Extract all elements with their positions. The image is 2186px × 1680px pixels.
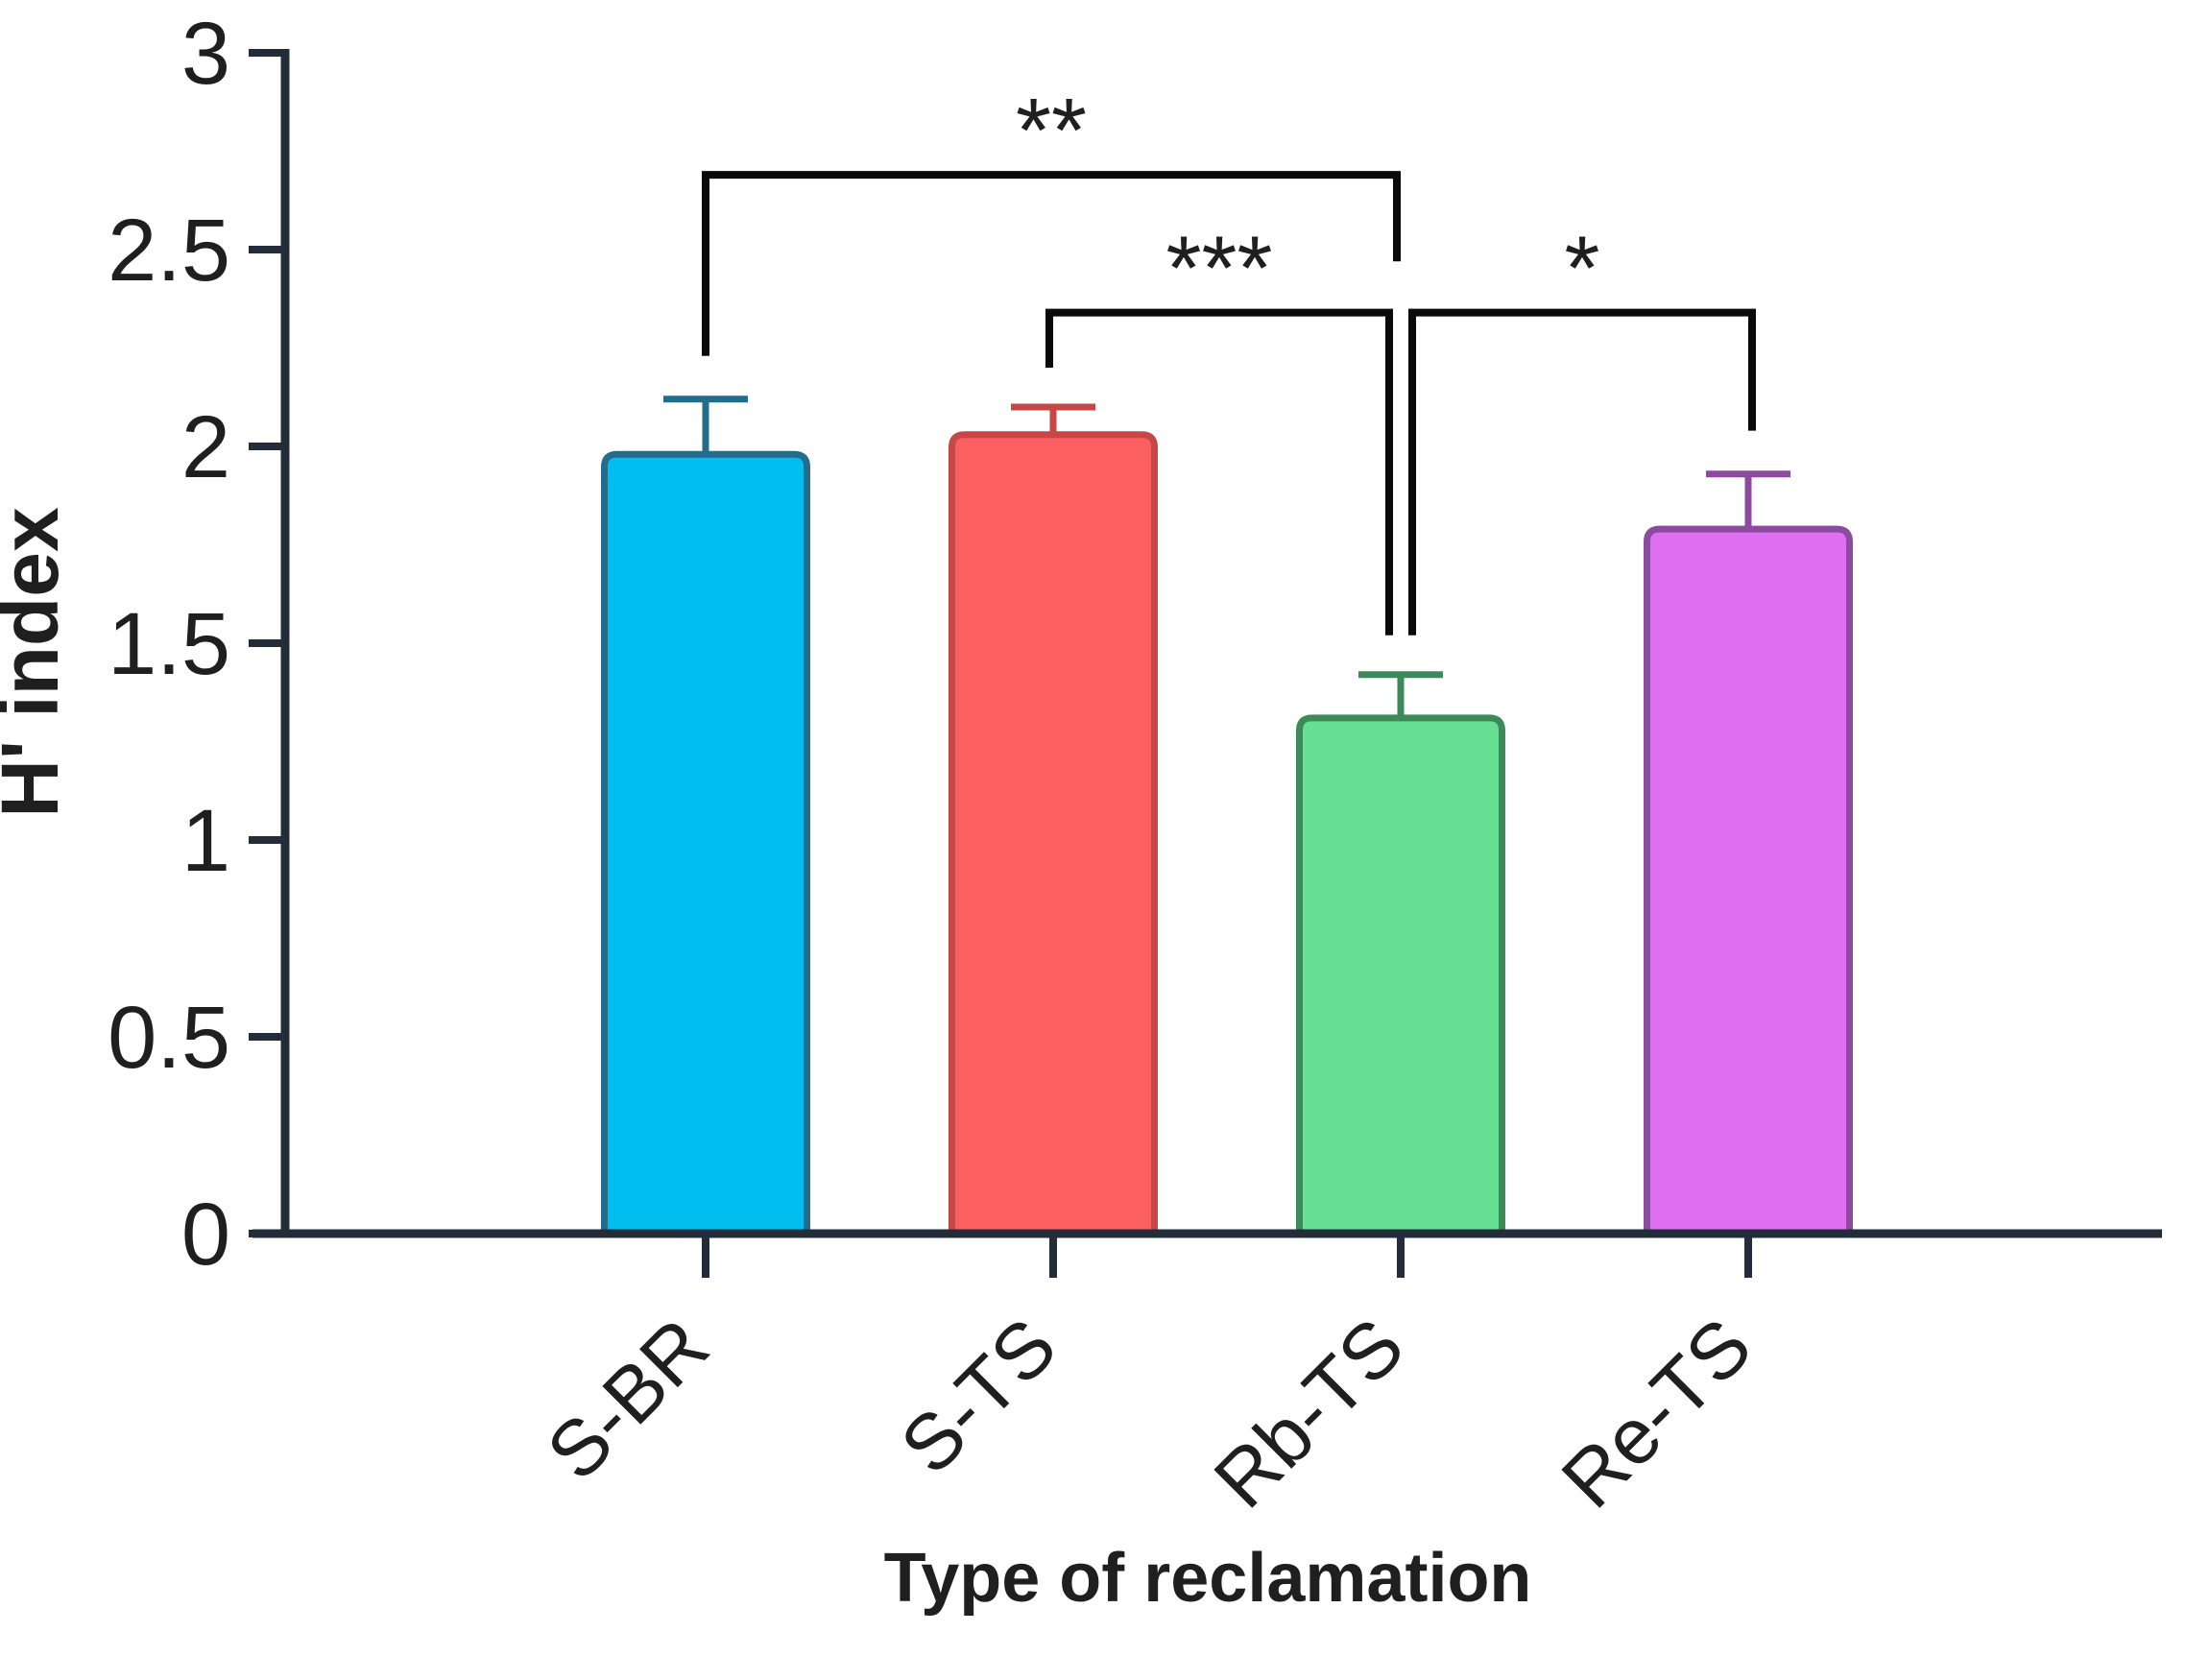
y-tick-label-1.5: 1.5 xyxy=(108,595,230,693)
y-tick-label-0.5: 0.5 xyxy=(108,989,230,1087)
bars-layer xyxy=(601,396,1853,1237)
significance-bracket-1 xyxy=(702,171,1401,356)
x-tick-label-Re-TS: Re-TS xyxy=(1546,1302,1768,1524)
bar-S-BR xyxy=(601,450,810,1237)
y-tick-label-3: 3 xyxy=(181,5,230,103)
significance-layer: ***** * xyxy=(702,80,1756,636)
x-tick-label-S-TS: S-TS xyxy=(884,1302,1072,1490)
y-tick-label-1: 1 xyxy=(181,792,230,890)
y-tick-label-2.5: 2.5 xyxy=(108,202,230,300)
bar-S-TS xyxy=(949,431,1158,1237)
ticks-layer: 0 0.5 1 1.5 2 2.5 3 S-BR S-TS Rb-TS Re-TS xyxy=(108,5,1768,1524)
bar-Rb-TS xyxy=(1296,714,1505,1237)
x-axis-label: Type of reclamation xyxy=(884,1540,1532,1617)
bar-Re-TS xyxy=(1644,525,1853,1237)
x-tick-label-Rb-TS: Rb-TS xyxy=(1198,1302,1421,1524)
y-axis-label: H' index xyxy=(0,507,75,818)
x-tick-label-S-BR: S-BR xyxy=(531,1302,726,1497)
significance-label-2: *** xyxy=(1166,218,1273,320)
significance-bracket-3 xyxy=(1408,308,1756,636)
y-tick-label-2: 2 xyxy=(181,398,230,496)
significance-label-1: ** xyxy=(1016,80,1087,181)
significance-bracket-2 xyxy=(1045,308,1393,636)
significance-label-3: * xyxy=(1565,218,1600,320)
y-tick-label-0: 0 xyxy=(181,1186,230,1284)
